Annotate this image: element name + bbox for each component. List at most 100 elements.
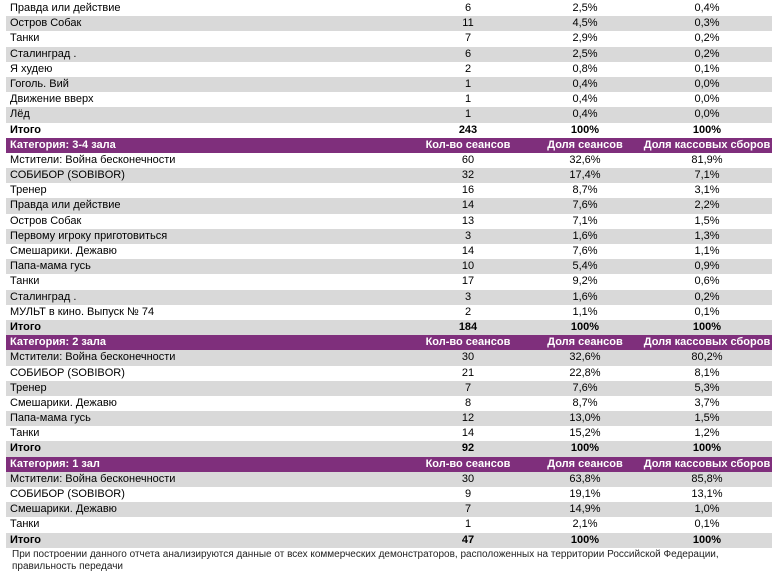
cell-count: 6	[464, 47, 472, 60]
cell-count: 92	[461, 442, 475, 455]
cell-count: 14	[461, 427, 475, 440]
cell-box-share: 0,0%	[694, 93, 720, 106]
cell-name: Мстители: Война бесконечности	[10, 351, 176, 364]
cell-session-share: 15,2%	[569, 427, 601, 440]
cell-box-share: 0,9%	[694, 260, 720, 273]
cell-name: Сталинград .	[10, 290, 77, 303]
cell-box-share: 0,3%	[694, 17, 720, 30]
total-row: Итого 92 100% 100%	[6, 441, 772, 457]
cell-count: 11	[462, 17, 474, 30]
cell-box-share: 0,1%	[694, 305, 720, 318]
cell-count: 12	[461, 412, 475, 425]
cell-session-share: 1,1%	[572, 305, 598, 318]
cell-count: 13	[461, 214, 475, 227]
cell-box-share: 1,2%	[694, 427, 720, 440]
cell-name: Танки	[10, 275, 40, 288]
cell-session-share: 1,6%	[572, 229, 598, 242]
cell-session-share: Доля сеансов	[547, 336, 623, 349]
cell-session-share: Доля сеансов	[547, 457, 623, 470]
cell-count: 7	[464, 381, 472, 394]
cell-count: 1	[464, 518, 472, 531]
table-row: Танки 14 15,2% 1,2%	[6, 426, 772, 441]
cell-box-share: 100%	[692, 123, 722, 136]
table-row: Лёд 1 0,4% 0,0%	[6, 107, 772, 123]
cell-count: 14	[461, 245, 475, 257]
cell-session-share: 0,4%	[572, 108, 598, 121]
cell-box-share: 0,6%	[694, 275, 720, 288]
cell-count: 3	[464, 229, 472, 242]
cell-name: Танки	[10, 427, 40, 440]
cell-box-share: 1,3%	[694, 229, 720, 242]
cell-count: 32	[461, 169, 475, 182]
cell-session-share: 14,9%	[569, 503, 601, 516]
table-row: Мстители: Война бесконечности 30 32,6% 80,2…	[6, 350, 772, 366]
cell-session-share: 100%	[570, 442, 600, 455]
cell-box-share: 8,1%	[694, 366, 720, 379]
cell-box-share: Доля кассовых сборов	[643, 457, 771, 470]
cell-session-share: 2,1%	[572, 518, 598, 531]
cell-box-share: 85,8%	[691, 472, 723, 485]
table-row: Танки 17 9,2% 0,6%	[6, 274, 772, 289]
cell-count: 2	[464, 305, 472, 318]
table-row: Танки 7 2,9% 0,2%	[6, 31, 772, 46]
cell-count: 16	[461, 184, 475, 197]
cell-session-share: 7,6%	[572, 199, 598, 212]
cell-name: Папа-мама гусь	[10, 260, 91, 273]
cell-name: Тренер	[10, 381, 47, 394]
cell-name: Категория: 2 зала	[10, 336, 106, 349]
cell-count: 1	[464, 108, 472, 121]
cell-count: 243	[458, 123, 478, 136]
cell-session-share: 7,6%	[572, 245, 598, 257]
table-row: Остров Собак 11 4,5% 0,3%	[6, 16, 772, 32]
cell-count: 30	[461, 472, 475, 485]
table-row: МУЛЬТ в кино. Выпуск № 74 2 1,1% 0,1%	[6, 305, 772, 320]
cell-name: Танки	[10, 32, 40, 45]
cell-name: Танки	[10, 518, 40, 531]
cell-session-share: 0,8%	[572, 62, 598, 75]
cell-box-share: 1,5%	[694, 412, 720, 425]
cell-session-share: 8,7%	[572, 184, 598, 197]
cell-count: 2	[464, 62, 472, 75]
table-row: СОБИБОР (SOBIBOR) 21 22,8% 8,1%	[6, 366, 772, 381]
cell-count: 7	[464, 503, 472, 516]
cell-session-share: 1,6%	[572, 290, 598, 303]
cell-session-share: 4,5%	[572, 17, 598, 30]
cell-box-share: 5,3%	[694, 381, 720, 394]
cell-name: Движение вверх	[10, 93, 94, 106]
cell-name: Мстители: Война бесконечности	[10, 153, 176, 166]
cell-box-share: 100%	[692, 533, 722, 546]
cell-count: 6	[464, 2, 472, 14]
cell-box-share: 1,5%	[694, 214, 720, 227]
cell-session-share: 17,4%	[569, 169, 601, 182]
cell-session-share: 8,7%	[572, 396, 598, 409]
cell-name: Итого	[10, 123, 42, 136]
cell-name: Категория: 3-4 зала	[10, 138, 116, 151]
cell-session-share: 32,6%	[569, 351, 601, 364]
cell-session-share: 2,9%	[572, 32, 598, 45]
box-office-table: Правда или действие 6 2,5% 0,4% Остров Собак…	[6, 1, 772, 548]
cell-box-share: 1,0%	[694, 503, 720, 516]
cell-session-share: 100%	[570, 123, 600, 136]
cell-box-share: 81,9%	[691, 153, 723, 166]
cell-box-share: 0,2%	[694, 290, 720, 303]
cell-name: Гоголь. Вий	[10, 77, 69, 90]
cell-count: 21	[461, 366, 475, 379]
cell-box-share: 100%	[692, 320, 722, 333]
cell-session-share: 9,2%	[572, 275, 598, 288]
cell-name: Тренер	[10, 184, 47, 197]
cell-name: Смешарики. Дежавю	[10, 396, 117, 409]
table-row: Танки 1 2,1% 0,1%	[6, 517, 772, 532]
table-row: Мстители: Война бесконечности 30 63,8% 85,8…	[6, 471, 772, 487]
cell-box-share: Доля кассовых сборов	[643, 138, 771, 151]
cell-name: Категория: 1 зал	[10, 457, 100, 470]
cell-box-share: 0,0%	[694, 108, 720, 121]
cell-box-share: 7,1%	[694, 169, 720, 182]
cell-name: Итого	[10, 533, 42, 546]
cell-name: СОБИБОР (SOBIBOR)	[10, 169, 125, 182]
cell-name: Итого	[10, 442, 42, 455]
table-row: Сталинград . 6 2,5% 0,2%	[6, 46, 772, 62]
cell-session-share: 7,6%	[572, 381, 598, 394]
cell-count: 8	[464, 396, 472, 409]
cell-count: 47	[461, 533, 475, 546]
cell-box-share: 0,0%	[694, 77, 720, 90]
